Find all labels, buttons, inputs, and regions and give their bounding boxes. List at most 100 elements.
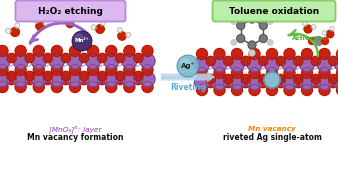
Circle shape [317, 74, 332, 90]
Circle shape [314, 36, 323, 46]
Circle shape [31, 71, 46, 87]
Circle shape [79, 75, 89, 85]
Circle shape [249, 0, 255, 2]
Circle shape [196, 67, 208, 78]
Text: [MnO₆]⁶⁻ layer: [MnO₆]⁶⁻ layer [49, 125, 101, 133]
Circle shape [223, 56, 233, 66]
Circle shape [6, 28, 11, 33]
Circle shape [319, 49, 330, 60]
Circle shape [311, 56, 320, 66]
Circle shape [43, 53, 52, 63]
Circle shape [97, 71, 107, 81]
Circle shape [259, 56, 268, 66]
Circle shape [31, 53, 46, 68]
Circle shape [282, 57, 297, 71]
Circle shape [230, 74, 244, 90]
Circle shape [284, 67, 295, 78]
Text: Mn²⁺: Mn²⁺ [75, 39, 89, 43]
Circle shape [196, 49, 208, 60]
Circle shape [247, 57, 262, 71]
Circle shape [248, 41, 256, 49]
Circle shape [0, 81, 8, 92]
Circle shape [7, 53, 16, 63]
Circle shape [212, 57, 227, 71]
Circle shape [319, 84, 330, 95]
Circle shape [79, 53, 89, 63]
Circle shape [124, 64, 135, 75]
Circle shape [267, 19, 273, 24]
Circle shape [259, 22, 267, 29]
Circle shape [140, 71, 155, 87]
Circle shape [116, 53, 125, 63]
Circle shape [337, 49, 338, 60]
Circle shape [106, 64, 117, 75]
Circle shape [15, 64, 26, 75]
Circle shape [15, 23, 20, 28]
Circle shape [142, 64, 153, 75]
Circle shape [206, 78, 215, 88]
Circle shape [335, 74, 338, 90]
Circle shape [230, 57, 244, 71]
Circle shape [106, 46, 117, 57]
Circle shape [13, 53, 28, 68]
Circle shape [61, 75, 71, 85]
Circle shape [266, 84, 277, 95]
Circle shape [311, 74, 320, 84]
Circle shape [72, 31, 92, 51]
Text: Riveting: Riveting [170, 84, 206, 92]
Circle shape [96, 25, 104, 33]
Circle shape [237, 22, 245, 29]
Text: Toluene oxidation: Toluene oxidation [229, 6, 319, 15]
Circle shape [259, 74, 268, 84]
Circle shape [232, 67, 242, 78]
Circle shape [7, 75, 16, 85]
Circle shape [248, 2, 256, 10]
Circle shape [284, 49, 295, 60]
Circle shape [106, 81, 117, 92]
Circle shape [282, 74, 297, 90]
Circle shape [86, 53, 101, 68]
Circle shape [124, 81, 135, 92]
Circle shape [319, 67, 330, 78]
Circle shape [321, 37, 329, 44]
Circle shape [249, 67, 260, 78]
FancyArrowPatch shape [161, 71, 215, 83]
Circle shape [34, 18, 39, 23]
Circle shape [335, 57, 338, 71]
Text: Activation: Activation [292, 36, 328, 42]
Circle shape [51, 46, 63, 57]
Circle shape [206, 74, 215, 84]
Circle shape [329, 74, 338, 84]
Circle shape [241, 74, 250, 84]
Circle shape [51, 64, 63, 75]
Circle shape [51, 81, 63, 92]
FancyBboxPatch shape [213, 1, 336, 22]
Circle shape [15, 46, 26, 57]
Circle shape [75, 34, 83, 42]
Circle shape [68, 53, 82, 68]
Circle shape [116, 75, 125, 85]
Circle shape [196, 84, 208, 95]
Circle shape [299, 74, 314, 90]
Circle shape [43, 75, 52, 85]
Circle shape [33, 81, 44, 92]
Circle shape [311, 25, 316, 29]
Circle shape [247, 74, 262, 90]
Circle shape [303, 21, 307, 26]
Circle shape [276, 74, 285, 84]
Circle shape [304, 25, 312, 33]
Circle shape [117, 28, 122, 32]
Circle shape [322, 31, 327, 35]
Text: H₂O₂ etching: H₂O₂ etching [38, 6, 102, 15]
Circle shape [266, 67, 277, 78]
Circle shape [97, 75, 107, 85]
Circle shape [0, 46, 8, 57]
Circle shape [43, 71, 52, 81]
Circle shape [214, 49, 225, 60]
Circle shape [311, 78, 320, 88]
Circle shape [25, 75, 34, 85]
Circle shape [264, 72, 280, 88]
Circle shape [122, 71, 137, 87]
Circle shape [68, 71, 82, 87]
Circle shape [177, 55, 199, 77]
